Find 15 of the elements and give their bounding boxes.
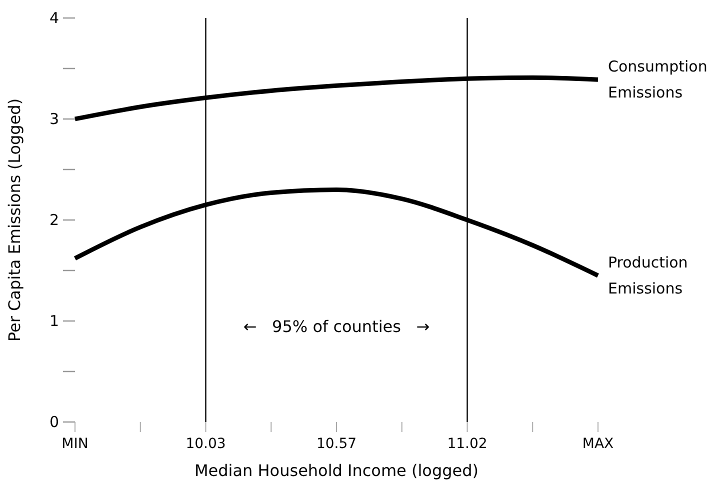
series-label: Production Emissions [608, 254, 688, 298]
x-tick-label: 11.02 [447, 436, 488, 452]
x-tick-label: MIN [62, 436, 88, 452]
x-axis-title: Median Household Income (logged) [194, 461, 479, 480]
y-tick-label: 2 [49, 210, 59, 229]
annotation: ← 95% of counties → [243, 317, 430, 336]
y-tick-label: 1 [49, 312, 59, 330]
y-tick-label: 0 [49, 412, 59, 431]
x-tick-label: 10.57 [316, 436, 357, 452]
y-tick-label: 4 [49, 8, 59, 27]
x-tick-label: MAX [582, 436, 614, 452]
y-tick-label: 3 [49, 110, 59, 128]
series-label: Consumption Emissions [608, 58, 708, 102]
y-axis-title: Per Capita Emissions (Logged) [5, 98, 24, 342]
x-tick-label: 10.03 [186, 436, 226, 452]
